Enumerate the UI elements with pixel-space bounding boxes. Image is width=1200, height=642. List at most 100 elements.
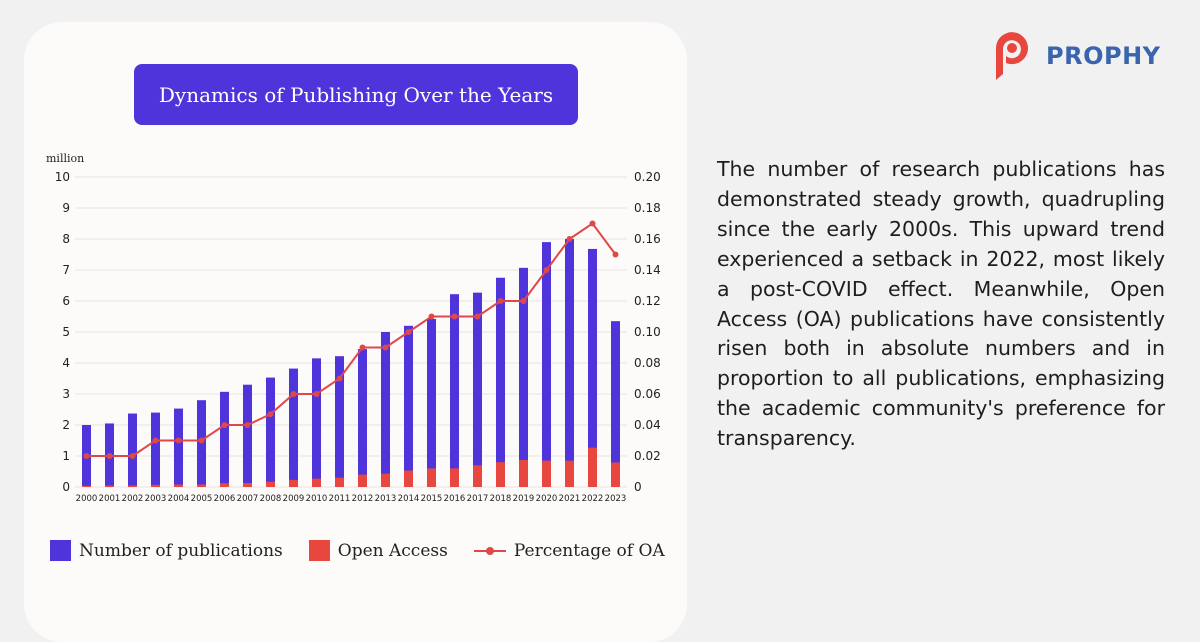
- line-percentage-oa: [86, 222, 617, 457]
- x-tick-label: 2020: [536, 494, 558, 504]
- bar-open-access: [105, 485, 114, 487]
- legend-swatch-percentage-oa: [473, 544, 506, 558]
- x-tick-label: 2012: [352, 494, 374, 504]
- bar-publications: [588, 248, 597, 487]
- bar-publications: [289, 368, 298, 487]
- y-tick-left: 5: [62, 325, 70, 339]
- x-tick-label: 2007: [237, 494, 259, 504]
- legend-label-open-access: Open Access: [337, 540, 448, 561]
- description-text: The number of research publications has …: [717, 157, 1165, 451]
- bar-open-access: [335, 477, 344, 487]
- point-percentage-oa: [198, 437, 205, 444]
- y-tick-left: 9: [62, 201, 70, 215]
- y-tick-right: 0.02: [634, 449, 661, 463]
- bar-open-access: [312, 478, 321, 487]
- chart-legend: Number of publications Open Access Perce…: [50, 540, 691, 561]
- x-tick-label: 2009: [283, 494, 305, 504]
- y-tick-right: 0.14: [634, 263, 661, 277]
- y-tick-right: 0.06: [634, 387, 661, 401]
- prophy-logo-text: PROPHY: [1046, 42, 1161, 70]
- bar-open-access: [542, 460, 551, 487]
- y-tick-left: 10: [55, 170, 70, 184]
- bar-publications: [404, 325, 413, 487]
- point-percentage-oa: [359, 344, 366, 351]
- bar-open-access: [243, 482, 252, 487]
- x-tick-label: 2017: [467, 494, 489, 504]
- x-tick-label: 2021: [559, 494, 581, 504]
- prophy-logo[interactable]: PROPHY: [992, 30, 1161, 82]
- point-percentage-oa: [83, 453, 90, 459]
- x-tick-label: 2018: [490, 494, 512, 504]
- x-tick-label: 2015: [421, 494, 443, 504]
- point-percentage-oa: [152, 437, 159, 444]
- bar-publications: [450, 294, 459, 487]
- point-percentage-oa: [497, 298, 504, 304]
- point-percentage-oa: [244, 422, 251, 428]
- point-percentage-oa: [405, 329, 412, 335]
- bar-publications: [312, 358, 321, 487]
- bar-publications: [381, 332, 390, 487]
- legend-item-open-access: Open Access: [308, 540, 448, 561]
- prophy-logo-icon: [996, 32, 1028, 80]
- bar-publications: [565, 239, 574, 487]
- y-tick-right: 0.20: [634, 170, 661, 184]
- chart-title: Dynamics of Publishing Over the Years: [134, 64, 578, 125]
- y-tick-left: 1: [62, 449, 70, 463]
- x-tick-label: 2023: [605, 494, 627, 504]
- point-percentage-oa: [267, 411, 274, 418]
- legend-swatch-publications: [50, 540, 71, 561]
- y-tick-left: 8: [62, 232, 70, 246]
- point-percentage-oa: [221, 422, 228, 428]
- y-tick-right: 0.04: [634, 418, 661, 432]
- y-tick-left: 4: [62, 356, 70, 370]
- x-tick-label: 2016: [444, 494, 466, 504]
- bar-publications: [128, 413, 137, 487]
- y-tick-right: 0.08: [634, 356, 661, 370]
- point-percentage-oa: [382, 344, 389, 351]
- bar-open-access: [128, 485, 137, 487]
- bar-publications: [197, 400, 206, 487]
- x-tick-label: 2003: [145, 494, 167, 504]
- bar-open-access: [496, 462, 505, 487]
- point-percentage-oa: [566, 236, 573, 242]
- x-tick-label: 2004: [168, 494, 190, 504]
- bar-publications: [151, 412, 160, 487]
- y-unit-label: million: [46, 152, 84, 165]
- y-tick-left: 6: [62, 294, 70, 308]
- bar-publications: [335, 356, 344, 487]
- point-percentage-oa: [290, 391, 297, 397]
- x-tick-label: 2019: [513, 494, 535, 504]
- chart-svg: 0 1 2 3 4 5 6 7 8 9 10 0 0.02 0.04 0.06 0.08 0.10 0.12 0.1…: [46, 152, 661, 504]
- x-tick-label: 2001: [99, 494, 121, 504]
- bar-open-access: [197, 484, 206, 487]
- bar-open-access: [588, 447, 597, 487]
- point-percentage-oa: [336, 375, 343, 382]
- bar-open-access: [519, 460, 528, 487]
- x-tick-label: 2006: [214, 494, 236, 504]
- bar-open-access: [289, 479, 298, 487]
- point-percentage-oa: [428, 313, 435, 320]
- y-tick-left: 3: [62, 387, 70, 401]
- bar-publications: [358, 349, 367, 487]
- y-tick-right: 0.12: [634, 294, 661, 308]
- bar-publications: [220, 391, 229, 487]
- point-percentage-oa: [313, 391, 320, 397]
- bar-open-access: [473, 465, 482, 487]
- bar-publications: [473, 292, 482, 487]
- bar-publications: [243, 384, 252, 487]
- point-percentage-oa: [106, 453, 113, 459]
- bar-open-access: [358, 474, 367, 487]
- bar-open-access: [220, 483, 229, 487]
- legend-label-publications: Number of publications: [79, 540, 283, 561]
- point-percentage-oa: [612, 251, 619, 258]
- bar-open-access: [404, 470, 413, 487]
- x-tick-label: 2000: [76, 494, 98, 504]
- bar-publications: [427, 318, 436, 487]
- bar-open-access: [82, 485, 91, 487]
- bar-publications: [519, 267, 528, 487]
- point-percentage-oa: [589, 220, 596, 227]
- x-tick-label: 2005: [191, 494, 213, 504]
- x-tick-label: 2011: [329, 494, 351, 504]
- legend-label-percentage-oa: Percentage of OA: [513, 540, 665, 561]
- x-tick-label: 2013: [375, 494, 397, 504]
